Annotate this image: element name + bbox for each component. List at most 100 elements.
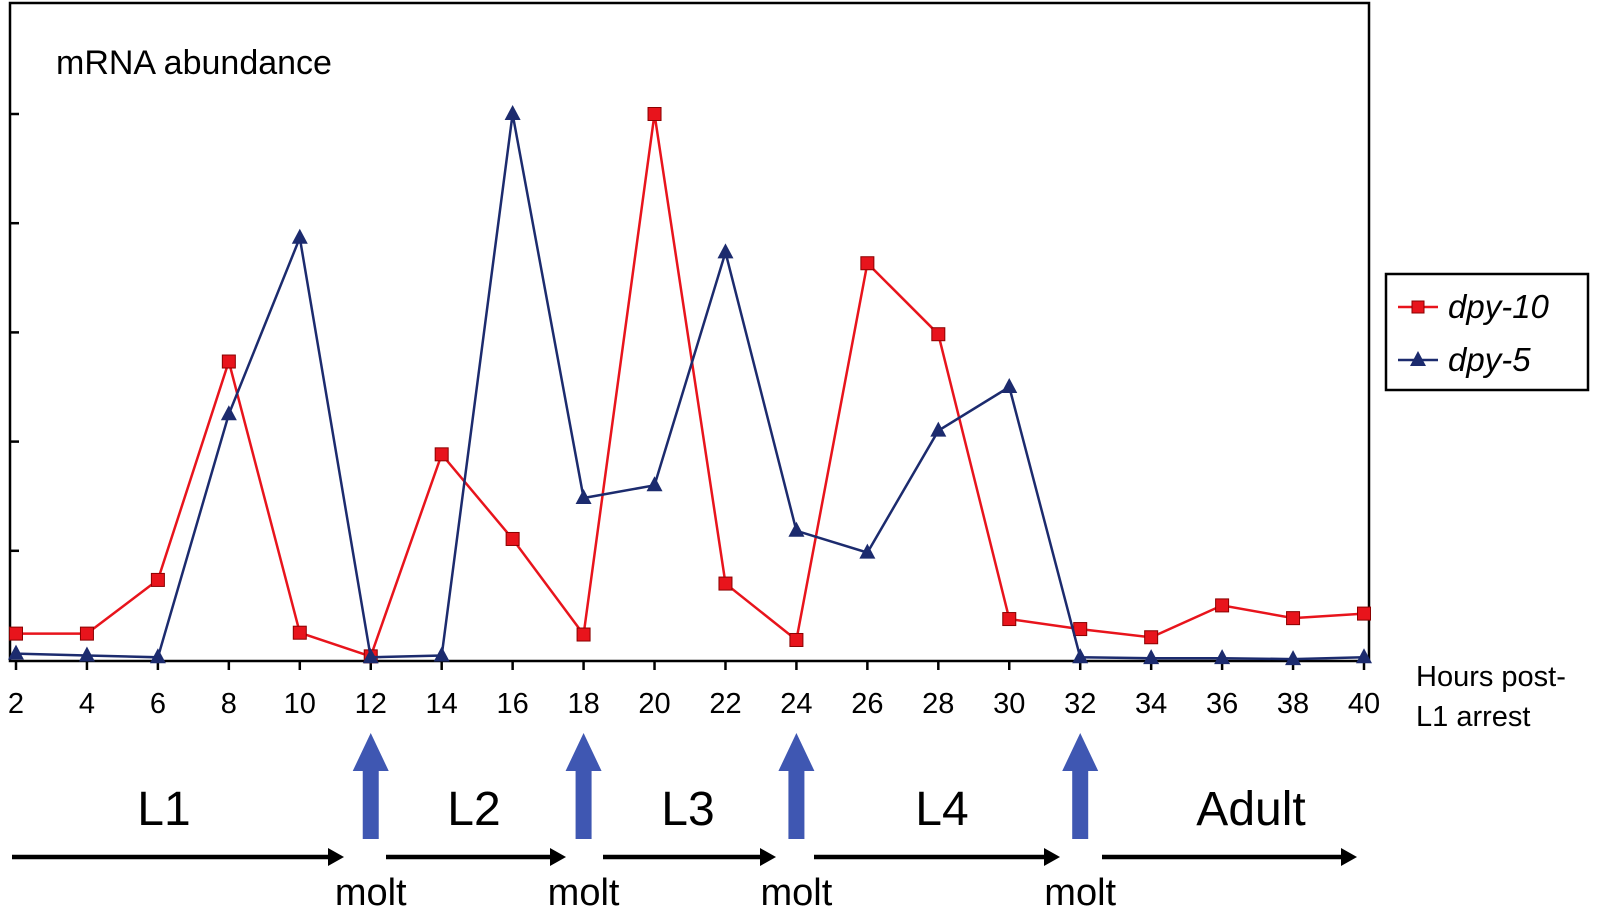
x-tick-label: 28 — [922, 688, 954, 720]
data-point-dpy-10 — [1073, 622, 1088, 637]
x-tick-label: 16 — [496, 688, 528, 720]
legend-item-dpy-10: dpy-10 — [1398, 288, 1550, 325]
data-point-dpy-5 — [717, 243, 734, 259]
data-point-dpy-5 — [78, 646, 95, 662]
data-point-dpy-10 — [221, 354, 236, 369]
data-point-dpy-5 — [291, 228, 308, 244]
stage-arrow — [814, 848, 1060, 866]
data-point-dpy-10 — [1286, 611, 1301, 626]
stage-arrows — [12, 848, 1357, 866]
x-axis-tick-labels: 2 4 6 8 10 12 14 16 18 20 22 24 26 28 30 32 34 36 38 40 — [8, 688, 1380, 720]
x-tick-label: 18 — [567, 688, 599, 720]
x-axis-label-line1: Hours post- — [1416, 661, 1566, 693]
x-tick-label: 20 — [638, 688, 670, 720]
molt-label: molt — [548, 872, 620, 910]
x-tick-label: 10 — [284, 688, 316, 720]
data-point-dpy-10 — [860, 256, 875, 271]
data-point-dpy-10 — [1357, 606, 1371, 621]
x-tick-label: 2 — [8, 688, 24, 720]
series-line-dpy-10 — [16, 113, 1365, 658]
data-point-dpy-10 — [1002, 612, 1017, 627]
data-point-dpy-10 — [576, 627, 591, 642]
data-point-dpy-10 — [1144, 630, 1159, 645]
x-tick-label: 4 — [79, 688, 95, 720]
data-point-dpy-5 — [1285, 650, 1302, 666]
legend-label-dpy-10: dpy-10 — [1448, 288, 1550, 325]
data-point-dpy-5 — [362, 648, 379, 664]
stage-label-L1: L1 — [137, 783, 190, 836]
series-line-dpy-5 — [15, 113, 1365, 661]
data-point-dpy-10 — [150, 572, 165, 587]
data-point-dpy-5 — [1001, 378, 1018, 393]
data-point-dpy-5 — [930, 421, 947, 437]
stage-labels: L1 L2 L3 L4 Adult — [137, 783, 1305, 836]
molt-arrow — [1062, 733, 1099, 839]
x-tick-label: 34 — [1135, 688, 1167, 720]
molt-label: molt — [1044, 872, 1116, 910]
x-tick-label: 30 — [993, 688, 1025, 720]
data-point-dpy-10 — [434, 447, 449, 462]
data-point-dpy-5 — [8, 644, 24, 660]
data-point-dpy-5 — [646, 476, 663, 492]
x-tick-label: 14 — [426, 688, 458, 720]
data-point-dpy-5 — [575, 489, 592, 505]
data-point-dpy-5 — [433, 646, 450, 662]
molt-labels: molt molt molt molt — [335, 872, 1117, 910]
stage-arrow — [1102, 848, 1357, 866]
x-axis-ticks — [14, 661, 1366, 670]
x-tick-label: 38 — [1277, 688, 1309, 720]
data-point-dpy-5 — [1143, 649, 1160, 665]
x-tick-label: 40 — [1348, 688, 1380, 720]
molt-arrow — [565, 733, 602, 839]
x-axis-label-line2: L1 arrest — [1416, 701, 1530, 733]
chart-title: mRNA abundance — [56, 44, 332, 82]
data-point-dpy-10 — [9, 626, 23, 641]
data-point-dpy-10 — [292, 625, 307, 640]
x-tick-label: 8 — [221, 688, 237, 720]
plot-area — [8, 1, 1371, 663]
data-point-dpy-10 — [1215, 598, 1230, 613]
x-tick-label: 24 — [780, 688, 812, 720]
data-point-dpy-5 — [1356, 648, 1372, 664]
data-point-dpy-10 — [647, 107, 662, 121]
data-point-dpy-5 — [788, 521, 805, 537]
data-point-dpy-5 — [504, 105, 521, 120]
x-tick-label: 6 — [150, 688, 166, 720]
data-point-dpy-5 — [149, 648, 166, 664]
molt-arrow — [778, 733, 815, 839]
stage-arrow — [603, 848, 776, 866]
stage-label-L4: L4 — [915, 783, 968, 836]
series-layer — [8, 105, 1372, 666]
x-tick-label: 32 — [1064, 688, 1096, 720]
x-tick-label: 12 — [355, 688, 387, 720]
molt-label: molt — [335, 872, 407, 910]
stage-arrow — [386, 848, 566, 866]
data-point-dpy-10 — [505, 531, 520, 546]
data-point-dpy-10 — [718, 576, 733, 591]
molt-label: molt — [761, 872, 833, 910]
data-point-dpy-5 — [1072, 648, 1089, 664]
legend-item-dpy-5: dpy-5 — [1398, 341, 1531, 378]
data-point-dpy-10 — [789, 632, 804, 647]
legend-marker-dpy-5 — [1410, 351, 1426, 366]
stage-arrow — [12, 848, 344, 866]
stage-label-L3: L3 — [661, 783, 714, 836]
series-dpy-10 — [9, 107, 1371, 664]
legend-marker-dpy-10 — [1411, 300, 1425, 314]
x-tick-label: 22 — [709, 688, 741, 720]
y-axis-ticks — [10, 112, 19, 553]
x-tick-label: 26 — [851, 688, 883, 720]
stage-label-Adult: Adult — [1196, 783, 1305, 836]
molt-arrow — [352, 733, 389, 839]
legend: dpy-10 dpy-5 — [1384, 272, 1590, 392]
x-tick-label: 36 — [1206, 688, 1238, 720]
legend-label-dpy-5: dpy-5 — [1448, 341, 1531, 378]
data-point-dpy-10 — [79, 626, 94, 641]
series-dpy-5 — [8, 105, 1372, 666]
data-point-dpy-5 — [859, 543, 876, 559]
stage-label-L2: L2 — [447, 783, 500, 836]
data-point-dpy-5 — [220, 405, 237, 421]
data-point-dpy-5 — [1214, 649, 1231, 665]
legend-box — [1384, 272, 1590, 392]
